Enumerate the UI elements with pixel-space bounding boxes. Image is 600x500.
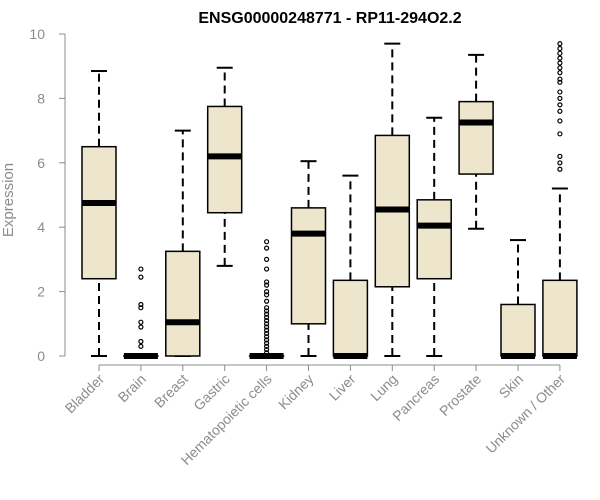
outlier-point xyxy=(264,327,270,333)
outlier-point xyxy=(557,45,563,52)
outlier-point xyxy=(264,311,270,317)
box xyxy=(290,207,327,325)
x-tick-label: Skin xyxy=(496,371,527,402)
outlier-point xyxy=(264,340,270,346)
outlier-point xyxy=(557,160,563,166)
outlier-point xyxy=(264,330,270,337)
outlier-point xyxy=(557,95,563,102)
outlier-point xyxy=(264,321,270,327)
chart-title: ENSG00000248771 - RP11-294O2.2 xyxy=(198,10,461,27)
outlier-point xyxy=(557,60,563,66)
y-axis-label: Expression xyxy=(0,163,17,237)
outlier-point xyxy=(264,308,270,314)
y-tick-label: 6 xyxy=(37,155,45,171)
outlier-point xyxy=(138,324,144,330)
y-tick-label: 2 xyxy=(37,284,45,300)
outlier-point xyxy=(557,50,563,56)
x-tick-label: Lung xyxy=(367,371,400,404)
y-tick-label: 8 xyxy=(37,90,45,106)
outlier-point xyxy=(264,298,270,304)
outlier-point xyxy=(264,337,270,343)
outlier-point xyxy=(264,266,270,272)
outlier-point xyxy=(138,319,144,325)
outlier-point xyxy=(264,317,270,324)
x-tick-label: Kidney xyxy=(275,371,317,413)
outlier-point xyxy=(264,324,270,330)
outlier-point xyxy=(264,350,270,356)
box xyxy=(206,105,243,214)
outlier-point xyxy=(557,102,563,108)
outlier-point xyxy=(557,65,563,71)
outlier-point xyxy=(557,76,563,82)
outlier-point xyxy=(557,79,563,85)
outlier-point xyxy=(264,314,270,320)
outlier-point xyxy=(138,266,144,272)
outlier-point xyxy=(264,289,270,295)
x-tick-label: Pancreas xyxy=(389,371,442,424)
outlier-point xyxy=(264,334,270,340)
x-tick-label: Liver xyxy=(326,371,359,404)
outlier-point xyxy=(557,55,563,61)
outlier-point xyxy=(264,256,270,262)
x-tick-label: Breast xyxy=(151,371,191,411)
outlier-point xyxy=(264,343,270,349)
outlier-point xyxy=(264,282,270,288)
x-tick-label: Unknown / Other xyxy=(482,371,568,457)
outlier-point xyxy=(264,346,270,353)
outlier-point xyxy=(557,131,563,137)
outlier-point xyxy=(557,70,563,76)
x-tick-label: Brain xyxy=(115,371,149,405)
y-tick-label: 10 xyxy=(29,26,45,42)
outlier-point xyxy=(557,41,563,47)
outlier-point xyxy=(264,239,270,245)
box xyxy=(165,250,201,357)
box xyxy=(542,279,578,357)
outlier-point xyxy=(138,343,144,349)
y-tick-label: 4 xyxy=(37,219,45,235)
outlier-point xyxy=(557,118,563,124)
x-tick-label: Bladder xyxy=(62,371,108,417)
outlier-point xyxy=(264,245,270,251)
box xyxy=(332,279,369,357)
outlier-point xyxy=(557,166,563,172)
outlier-point xyxy=(557,108,563,114)
outlier-point xyxy=(264,279,270,285)
y-tick-label: 0 xyxy=(37,348,45,364)
x-tick-label: Prostate xyxy=(436,371,484,419)
outlier-point xyxy=(557,89,563,95)
outlier-point xyxy=(264,305,270,311)
box xyxy=(458,100,494,175)
box xyxy=(81,145,117,280)
outlier-point xyxy=(557,153,563,159)
outlier-point xyxy=(138,305,144,311)
outlier-point xyxy=(138,274,144,280)
outlier-point xyxy=(138,338,144,345)
box xyxy=(416,199,452,280)
outlier-point xyxy=(264,292,270,298)
outlier-point xyxy=(138,301,144,308)
box xyxy=(500,303,536,357)
